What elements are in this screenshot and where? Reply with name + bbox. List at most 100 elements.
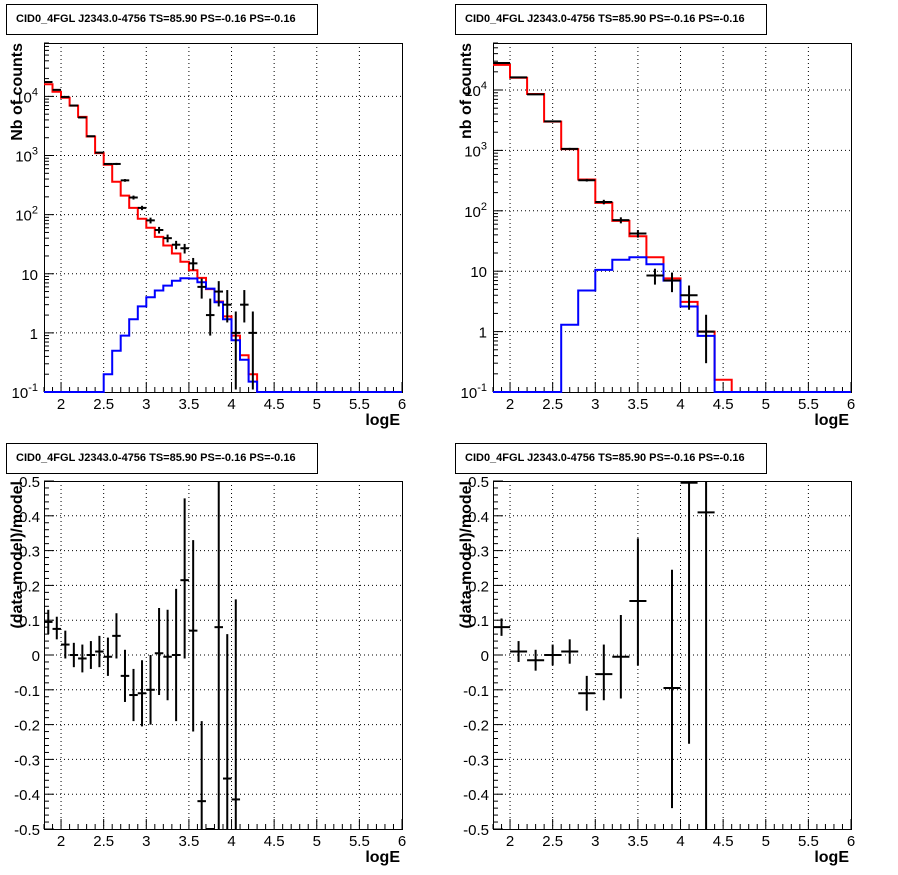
y-tick-label: 0.5 — [468, 474, 489, 491]
data-point — [697, 481, 715, 829]
x-tick-label: 2.5 — [542, 833, 563, 850]
data-point — [240, 290, 249, 323]
y-axis-label: (data-model)/model — [458, 481, 475, 629]
data-point — [44, 81, 53, 84]
x-tick-label: 4.5 — [264, 396, 285, 413]
y-tick-exponent: 2 — [32, 205, 38, 217]
data-point — [154, 608, 164, 696]
data-point — [171, 588, 181, 722]
data-point — [146, 217, 155, 224]
y-tick-exponent: 4 — [481, 80, 487, 92]
y-tick-label: 0.1 — [19, 613, 40, 630]
x-tick-label: 2.5 — [542, 396, 563, 413]
x-axis-label: logE — [814, 849, 849, 866]
data-point — [223, 290, 232, 323]
x-tick-label: 3.5 — [178, 833, 199, 850]
data-point — [137, 205, 147, 211]
y-tick-label: 0.3 — [19, 544, 40, 561]
y-axis-label: Nb of counts — [9, 43, 26, 141]
panel-bottom-left: CID0_4FGL J2343.0-4756 TS=85.90 PS=-0.16… — [6, 443, 406, 866]
y-tick-label: 0.4 — [19, 509, 40, 526]
y-axis-label: (data-model)/model — [9, 481, 26, 629]
x-tick-label: 3 — [591, 833, 599, 850]
y-tick-exponent: 4 — [32, 86, 38, 98]
data-point — [120, 179, 130, 182]
data-point — [578, 178, 596, 182]
chart-title: CID0_4FGL J2343.0-4756 TS=85.90 PS=-0.16… — [16, 13, 296, 25]
x-tick-label: 3 — [142, 396, 150, 413]
data-point — [78, 644, 87, 673]
x-tick-label: 4 — [227, 396, 235, 413]
x-tick-label: 5 — [313, 396, 321, 413]
data-point — [180, 243, 189, 254]
title-box — [455, 4, 767, 35]
x-tick-label: 5.5 — [349, 833, 370, 850]
data-point — [120, 649, 130, 702]
y-tick-label: -0.2 — [463, 718, 489, 735]
y-tick-label: -0.5 — [14, 822, 40, 839]
data-point — [527, 93, 545, 96]
chart-title: CID0_4FGL J2343.0-4756 TS=85.90 PS=-0.16… — [465, 13, 745, 25]
x-axis-label: logE — [814, 412, 849, 429]
data-point — [680, 285, 698, 310]
x-tick-label: 4 — [227, 833, 235, 850]
y-tick-label: 10 — [470, 264, 487, 281]
x-tick-label: 4.5 — [264, 833, 285, 850]
y-tick-label: -0.2 — [14, 718, 40, 735]
data-point — [78, 116, 87, 119]
data-point — [146, 655, 155, 725]
model-source-line — [493, 256, 851, 393]
data-point — [493, 618, 511, 636]
data-point — [544, 120, 562, 123]
y-axis-label: nb of counts — [458, 43, 475, 139]
y-tick-label: 102 — [15, 205, 38, 225]
panel-top-right: CID0_4FGL J2343.0-4756 TS=85.90 PS=-0.16… — [455, 4, 855, 429]
y-tick-label: -0.5 — [463, 822, 489, 839]
y-tick-label: 0 — [481, 648, 489, 665]
data-point — [69, 104, 79, 107]
data-point — [61, 630, 70, 659]
data-point — [69, 642, 79, 668]
data-point — [223, 634, 232, 829]
data-point — [112, 162, 121, 166]
data-point — [578, 675, 596, 711]
data-point — [86, 135, 96, 138]
x-tick-label: 5 — [313, 833, 321, 850]
x-tick-label: 2 — [57, 396, 65, 413]
y-tick-label: -0.3 — [463, 752, 489, 769]
x-tick-label: 3 — [591, 396, 599, 413]
data-point — [595, 199, 613, 205]
y-tick-exponent: -1 — [28, 382, 38, 394]
data-point — [188, 257, 198, 271]
y-tick-label: -0.3 — [14, 752, 40, 769]
data-point — [231, 311, 241, 390]
data-point — [52, 88, 62, 91]
x-tick-label: 6 — [847, 833, 855, 850]
title-box — [6, 443, 318, 474]
data-point — [95, 635, 104, 668]
data-point — [103, 162, 113, 165]
plot-frame — [44, 43, 403, 393]
y-tick-label: 103 — [464, 140, 487, 160]
y-tick-exponent: 3 — [481, 140, 487, 152]
title-box — [6, 4, 318, 35]
x-tick-label: 5.5 — [349, 396, 370, 413]
model-total-line — [44, 83, 402, 393]
x-tick-label: 5.5 — [798, 833, 819, 850]
x-tick-label: 4.5 — [713, 833, 734, 850]
y-tick-label: 10 — [21, 267, 38, 284]
y-tick-label: 10-1 — [12, 382, 38, 402]
data-point — [163, 234, 172, 243]
data-point — [197, 721, 206, 829]
y-tick-label: 0.2 — [468, 578, 489, 595]
y-tick-label: 0.3 — [468, 544, 489, 561]
x-tick-label: 2.5 — [93, 833, 114, 850]
data-point — [61, 95, 70, 98]
data-point — [154, 226, 164, 234]
data-point — [680, 481, 698, 744]
data-point — [137, 660, 147, 727]
data-point — [544, 644, 562, 666]
data-point — [697, 314, 715, 364]
y-tick-label: 0.1 — [468, 613, 489, 630]
panel-bottom-right: CID0_4FGL J2343.0-4756 TS=85.90 PS=-0.16… — [455, 443, 855, 866]
